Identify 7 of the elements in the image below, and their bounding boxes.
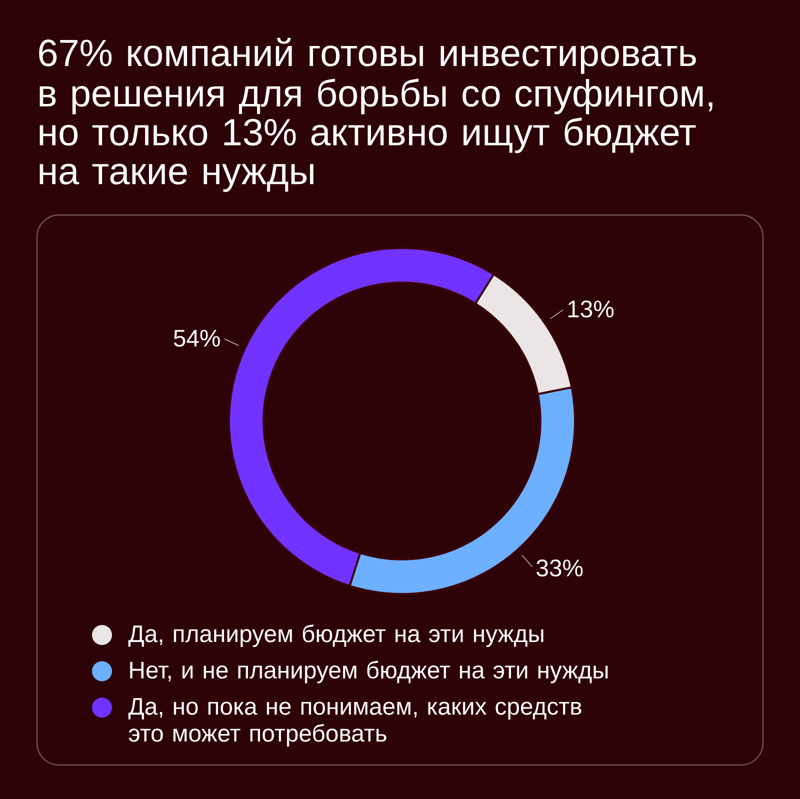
data-label: 13% [568, 300, 614, 318]
legend-label: Да, но пока не понимаем, каких средств это может потребовать [128, 698, 582, 746]
data-label: 33% [536, 560, 583, 576]
legend-label: Нет, и не планируем бюджет на эти нужды [130, 660, 608, 684]
legend-label: Да, планируем бюджет на эти нужды [128, 624, 544, 647]
chart-title: 67% компаний готовы инвестировать в решения для борьбы со спуфингом, но только 13% активно ищут бюджет на такие нужды [39, 38, 712, 192]
data-label: 54% [174, 330, 220, 347]
